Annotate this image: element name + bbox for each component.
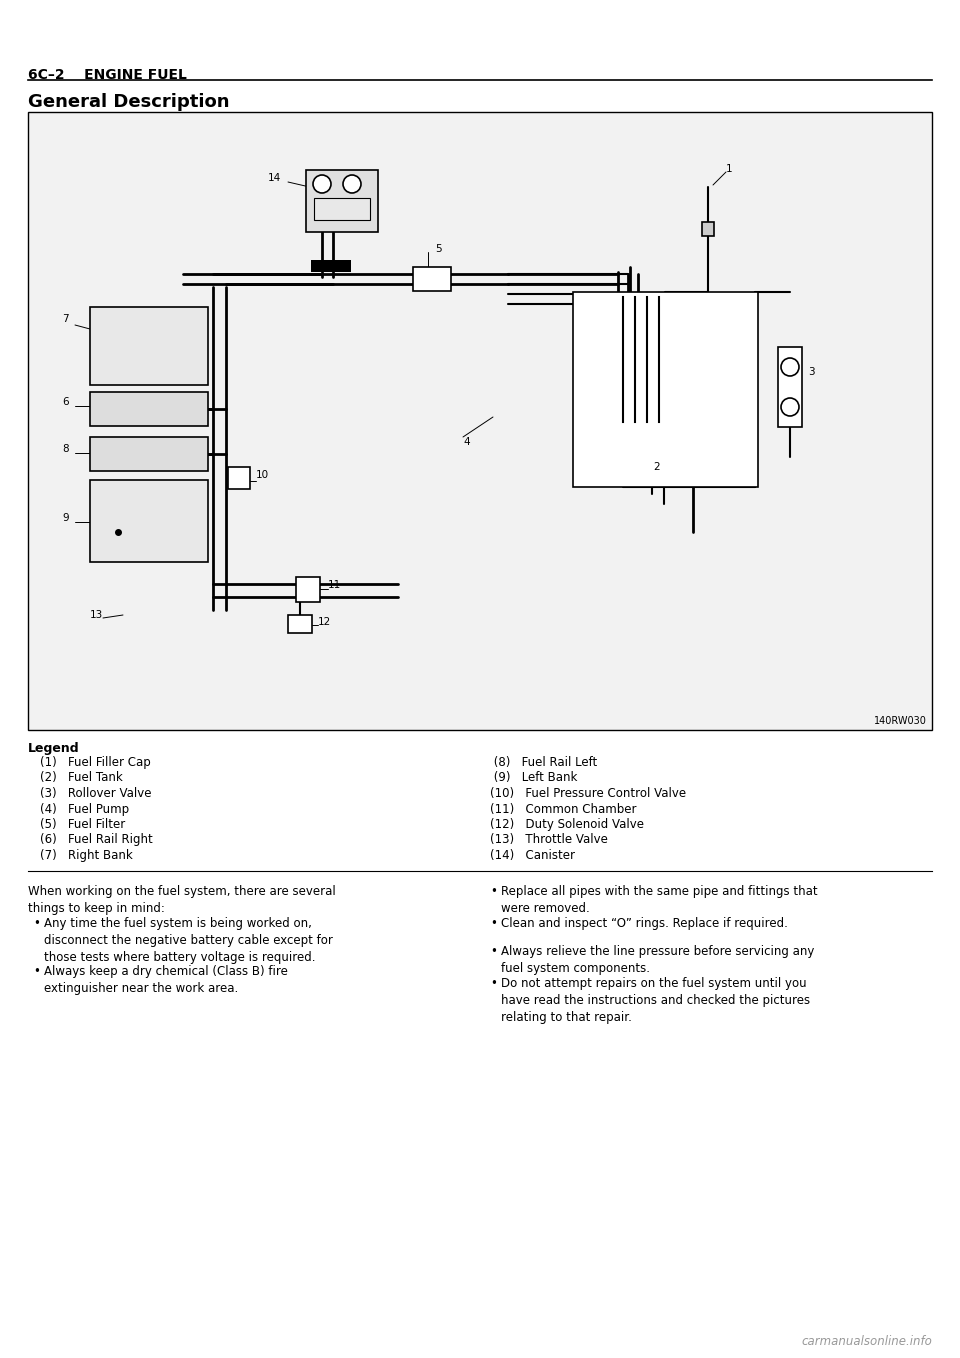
Bar bbox=[288, 615, 312, 633]
Text: •: • bbox=[490, 945, 497, 957]
Bar bbox=[778, 348, 802, 426]
Text: 1: 1 bbox=[726, 164, 732, 174]
Text: 10: 10 bbox=[256, 470, 269, 479]
Text: Always relieve the line pressure before servicing any
fuel system components.: Always relieve the line pressure before … bbox=[501, 945, 814, 975]
Text: 14: 14 bbox=[268, 172, 281, 183]
Bar bbox=[90, 392, 208, 426]
Text: 5: 5 bbox=[435, 244, 442, 254]
Text: Always keep a dry chemical (Class B) fire
extinguisher near the work area.: Always keep a dry chemical (Class B) fir… bbox=[44, 964, 288, 995]
Text: (1)   Fuel Filler Cap: (1) Fuel Filler Cap bbox=[40, 756, 151, 769]
Text: •: • bbox=[490, 976, 497, 990]
Text: (11)   Common Chamber: (11) Common Chamber bbox=[490, 803, 636, 816]
Circle shape bbox=[781, 359, 799, 376]
Text: 6C–2    ENGINE FUEL: 6C–2 ENGINE FUEL bbox=[28, 68, 187, 81]
Text: 3: 3 bbox=[808, 367, 815, 378]
Text: (9)   Left Bank: (9) Left Bank bbox=[490, 771, 577, 785]
Text: •: • bbox=[490, 917, 497, 929]
Text: (14)   Canister: (14) Canister bbox=[490, 849, 575, 862]
Circle shape bbox=[343, 175, 361, 193]
Text: 9: 9 bbox=[62, 513, 68, 523]
Text: •: • bbox=[490, 884, 497, 898]
Circle shape bbox=[313, 175, 331, 193]
Bar bbox=[306, 170, 378, 232]
Text: (4)   Fuel Pump: (4) Fuel Pump bbox=[40, 803, 130, 816]
Text: (2)   Fuel Tank: (2) Fuel Tank bbox=[40, 771, 123, 785]
Bar bbox=[28, 111, 932, 731]
Text: (13)   Throttle Valve: (13) Throttle Valve bbox=[490, 834, 608, 846]
Bar bbox=[90, 307, 208, 386]
Text: (12)   Duty Solenoid Valve: (12) Duty Solenoid Valve bbox=[490, 818, 644, 831]
Bar bbox=[413, 268, 451, 291]
Text: 13: 13 bbox=[90, 610, 104, 621]
Text: carmanualsonline.info: carmanualsonline.info bbox=[802, 1335, 932, 1348]
Text: Replace all pipes with the same pipe and fittings that
were removed.: Replace all pipes with the same pipe and… bbox=[501, 884, 818, 915]
Text: (6)   Fuel Rail Right: (6) Fuel Rail Right bbox=[40, 834, 153, 846]
Text: •: • bbox=[33, 964, 40, 978]
Bar bbox=[228, 467, 250, 489]
Text: Any time the fuel system is being worked on,
disconnect the negative battery cab: Any time the fuel system is being worked… bbox=[44, 917, 333, 964]
Text: Do not attempt repairs on the fuel system until you
have read the instructions a: Do not attempt repairs on the fuel syste… bbox=[501, 976, 810, 1024]
Text: 140RW030: 140RW030 bbox=[875, 716, 927, 727]
Text: 12: 12 bbox=[318, 617, 331, 627]
Text: (5)   Fuel Filter: (5) Fuel Filter bbox=[40, 818, 125, 831]
Bar bbox=[573, 292, 758, 488]
Bar bbox=[90, 437, 208, 471]
Text: (3)   Rollover Valve: (3) Rollover Valve bbox=[40, 788, 152, 800]
Bar bbox=[311, 259, 351, 272]
Text: General Description: General Description bbox=[28, 92, 229, 111]
Text: (7)   Right Bank: (7) Right Bank bbox=[40, 849, 132, 862]
Text: When working on the fuel system, there are several
things to keep in mind:: When working on the fuel system, there a… bbox=[28, 884, 336, 915]
Text: (10)   Fuel Pressure Control Valve: (10) Fuel Pressure Control Valve bbox=[490, 788, 686, 800]
Text: 11: 11 bbox=[328, 580, 341, 589]
Bar bbox=[296, 577, 320, 602]
Bar bbox=[90, 479, 208, 562]
Text: Clean and inspect “O” rings. Replace if required.: Clean and inspect “O” rings. Replace if … bbox=[501, 917, 788, 929]
Text: Legend: Legend bbox=[28, 741, 80, 755]
Circle shape bbox=[781, 398, 799, 416]
Text: (8)   Fuel Rail Left: (8) Fuel Rail Left bbox=[490, 756, 597, 769]
Text: 4: 4 bbox=[463, 437, 469, 447]
Text: 2: 2 bbox=[653, 462, 660, 473]
Text: •: • bbox=[33, 917, 40, 929]
Text: 6: 6 bbox=[62, 397, 68, 407]
Bar bbox=[702, 221, 714, 236]
Text: 8: 8 bbox=[62, 444, 68, 454]
Bar bbox=[314, 198, 370, 220]
Text: 7: 7 bbox=[62, 314, 68, 325]
